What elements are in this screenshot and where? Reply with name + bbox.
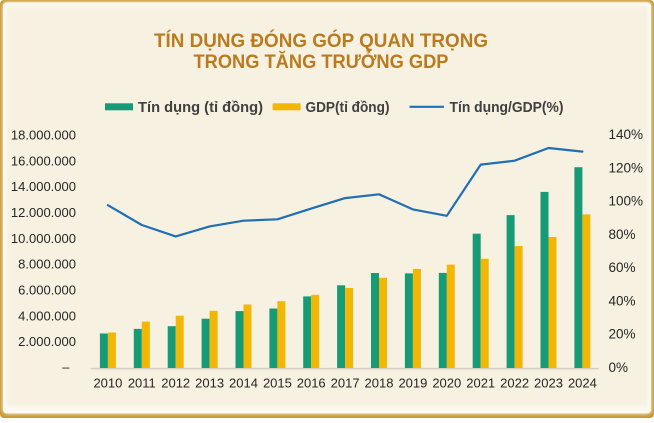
svg-text:2012: 2012 (161, 376, 190, 391)
svg-text:2014: 2014 (229, 376, 258, 391)
svg-text:14.000.000: 14.000.000 (11, 179, 76, 194)
svg-text:4.000.000: 4.000.000 (18, 308, 76, 323)
svg-text:TRONG TĂNG TRƯỞNG GDP: TRONG TĂNG TRƯỞNG GDP (194, 51, 449, 73)
svg-text:Tín dụng/GDP(%): Tín dụng/GDP(%) (450, 99, 564, 116)
svg-text:140%: 140% (609, 127, 644, 142)
svg-text:8.000.000: 8.000.000 (18, 257, 76, 272)
svg-text:16.000.000: 16.000.000 (11, 153, 76, 168)
svg-text:2011: 2011 (128, 376, 156, 391)
svg-text:0%: 0% (609, 360, 629, 375)
svg-text:2021: 2021 (466, 376, 495, 391)
svg-text:TÍN DỤNG ĐÓNG GÓP QUAN TRỌNG: TÍN DỤNG ĐÓNG GÓP QUAN TRỌNG (154, 30, 488, 52)
svg-text:12.000.000: 12.000.000 (11, 205, 76, 220)
svg-text:6.000.000: 6.000.000 (18, 283, 76, 298)
svg-text:80%: 80% (609, 227, 636, 242)
svg-text:10.000.000: 10.000.000 (11, 231, 76, 246)
svg-text:2023: 2023 (534, 376, 563, 391)
svg-text:2024: 2024 (568, 376, 597, 391)
svg-text:2010: 2010 (93, 376, 122, 391)
svg-text:60%: 60% (609, 260, 636, 275)
svg-text:2019: 2019 (398, 376, 427, 391)
svg-text:20%: 20% (609, 327, 636, 342)
svg-text:GDP(tỉ đồng): GDP(tỉ đồng) (306, 99, 390, 116)
svg-text:2.000.000: 2.000.000 (18, 334, 76, 349)
svg-text:Tín dụng (tỉ đồng): Tín dụng (tỉ đồng) (138, 99, 263, 116)
svg-text:100%: 100% (609, 194, 644, 209)
svg-text:2013: 2013 (195, 376, 224, 391)
svg-text:120%: 120% (609, 160, 644, 175)
svg-text:40%: 40% (609, 294, 636, 309)
svg-text:2022: 2022 (500, 376, 529, 391)
svg-text:2016: 2016 (297, 376, 326, 391)
svg-text:2020: 2020 (432, 376, 461, 391)
svg-text:2015: 2015 (263, 376, 292, 391)
svg-text:18.000.000: 18.000.000 (11, 127, 76, 142)
svg-text:2018: 2018 (365, 376, 394, 391)
svg-text:–: – (62, 360, 70, 375)
svg-text:2017: 2017 (331, 376, 360, 391)
